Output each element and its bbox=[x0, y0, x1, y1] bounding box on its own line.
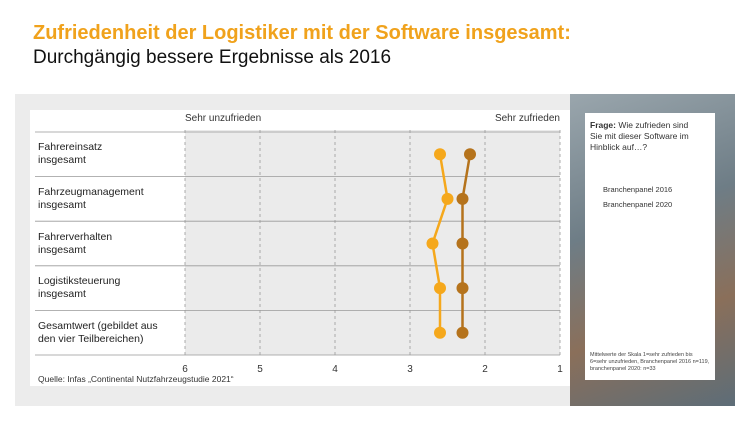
x-tick-label: 5 bbox=[257, 364, 263, 375]
source: Quelle: Infas „Continental Nutzfahrzeugs… bbox=[38, 374, 234, 384]
dot bbox=[441, 192, 454, 205]
category-label: Gesamtwert (gebildet aus den vier Teilbe… bbox=[38, 319, 158, 345]
legend-label: Branchenpanel 2020 bbox=[603, 200, 673, 209]
legend-label: Branchenpanel 2016 bbox=[603, 185, 673, 194]
x-tick-label: 2 bbox=[482, 364, 488, 375]
title: Zufriedenheit der Logistiker mit der Sof… bbox=[33, 22, 571, 44]
question: Frage: Wie zufrieden sind Sie mit dieser… bbox=[590, 120, 700, 153]
x-tick-label: 4 bbox=[332, 364, 338, 375]
dot bbox=[426, 237, 439, 250]
dot bbox=[464, 148, 476, 161]
dot bbox=[456, 326, 469, 339]
x-tick-label: 1 bbox=[557, 364, 563, 375]
x-tick-label: 6 bbox=[182, 364, 188, 375]
dot bbox=[434, 282, 446, 295]
right-label: Sehr zufrieden bbox=[495, 113, 560, 124]
dot bbox=[456, 237, 469, 250]
category-label: Fahrereinsatz insgesamt bbox=[38, 141, 103, 167]
plot-bg bbox=[185, 130, 560, 355]
dot bbox=[434, 326, 446, 339]
category-label: Fahrzeugmanagement insgesamt bbox=[38, 185, 144, 211]
dot bbox=[456, 192, 469, 205]
subtitle: Durchgängig bessere Ergebnisse als 2016 bbox=[33, 47, 392, 68]
question-text: Wie zufrieden sind Sie mit dieser Softwa… bbox=[590, 120, 689, 152]
x-tick-label: 3 bbox=[407, 364, 413, 375]
note: Mittelwerte der Skala 1=sehr zufrieden b… bbox=[590, 352, 710, 372]
category-label: Logistiksteuerung insgesamt bbox=[38, 275, 121, 301]
dot bbox=[434, 148, 446, 161]
left-label: Sehr unzufrieden bbox=[185, 113, 261, 124]
dot bbox=[456, 282, 469, 295]
category-label: Fahrerverhalten insgesamt bbox=[38, 230, 113, 256]
legend-box bbox=[585, 113, 715, 380]
question-label: Frage: bbox=[590, 120, 616, 130]
